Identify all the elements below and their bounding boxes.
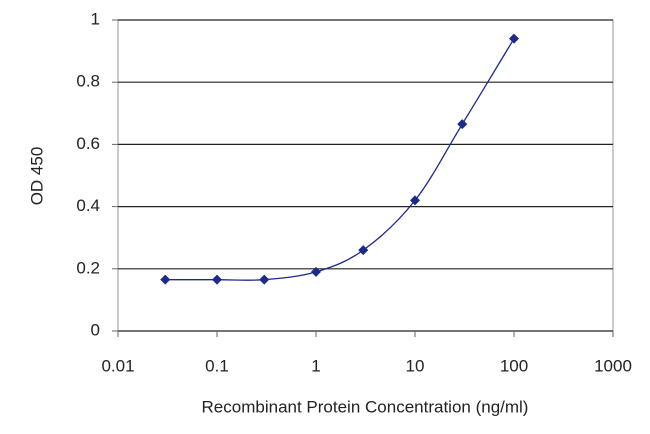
y-tick-label: 0.2 [76, 258, 100, 277]
data-point [160, 274, 171, 285]
y-tick-label: 0 [91, 320, 100, 339]
data-point [358, 245, 369, 256]
data-point [259, 274, 270, 285]
x-tick-label: 1000 [594, 356, 632, 375]
x-tick-label: 0.01 [101, 356, 134, 375]
x-axis-label: Recombinant Protein Concentration (ng/ml… [202, 397, 529, 416]
y-tick-label: 0.8 [76, 72, 100, 91]
y-tick-label: 0.4 [76, 196, 100, 215]
data-point [457, 119, 468, 130]
plot-area [117, 19, 614, 332]
x-tick-label: 1 [311, 356, 320, 375]
y-tick-label: 0.6 [76, 134, 100, 153]
data-point [410, 195, 420, 206]
data-point [509, 33, 519, 44]
data-point [311, 266, 321, 277]
y-axis-label: OD 450 [27, 147, 46, 206]
series-line [165, 38, 515, 281]
x-tick-label: 100 [500, 356, 528, 375]
y-tick-label: 1 [91, 9, 100, 28]
data-point [212, 274, 222, 285]
x-tick-label: 0.1 [205, 356, 229, 375]
x-tick-label: 10 [406, 356, 425, 375]
